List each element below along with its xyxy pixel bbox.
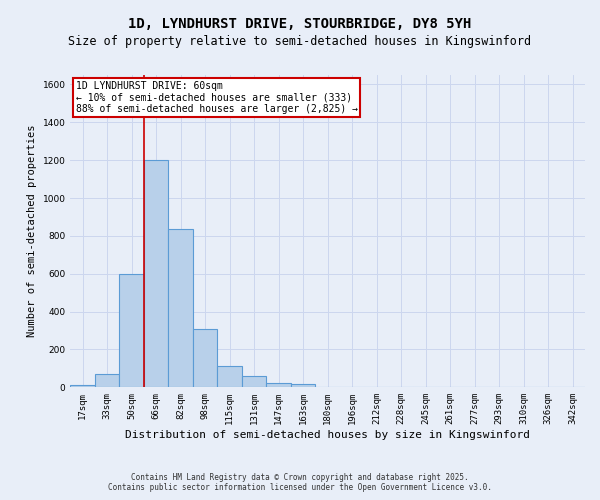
- Text: Contains HM Land Registry data © Crown copyright and database right 2025.
Contai: Contains HM Land Registry data © Crown c…: [108, 473, 492, 492]
- Bar: [95, 374, 119, 388]
- Text: Size of property relative to semi-detached houses in Kingswinford: Size of property relative to semi-detach…: [68, 35, 532, 48]
- Bar: [242, 376, 266, 388]
- Y-axis label: Number of semi-detached properties: Number of semi-detached properties: [27, 125, 37, 338]
- Bar: [144, 160, 169, 388]
- Bar: [217, 366, 242, 388]
- Bar: [119, 274, 144, 388]
- Text: 1D, LYNDHURST DRIVE, STOURBRIDGE, DY8 5YH: 1D, LYNDHURST DRIVE, STOURBRIDGE, DY8 5Y…: [128, 18, 472, 32]
- Bar: [169, 230, 193, 388]
- Bar: [291, 384, 316, 388]
- X-axis label: Distribution of semi-detached houses by size in Kingswinford: Distribution of semi-detached houses by …: [125, 430, 530, 440]
- Bar: [70, 386, 95, 388]
- Text: 1D LYNDHURST DRIVE: 60sqm
← 10% of semi-detached houses are smaller (333)
88% of: 1D LYNDHURST DRIVE: 60sqm ← 10% of semi-…: [76, 81, 358, 114]
- Bar: [193, 328, 217, 388]
- Bar: [266, 382, 291, 388]
